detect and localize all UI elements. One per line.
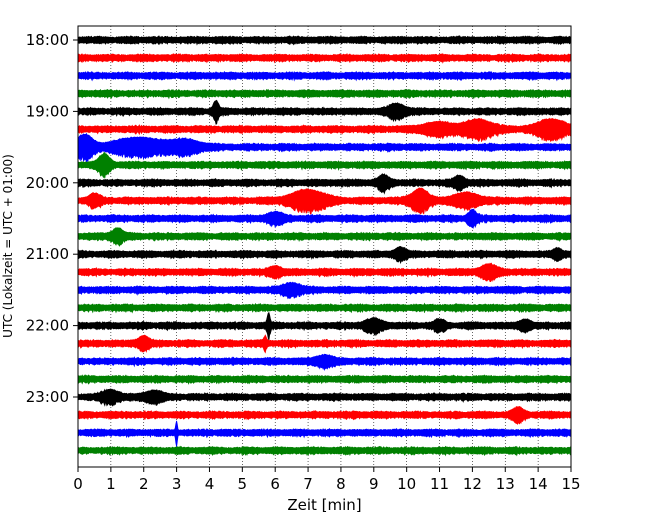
y-tick-label: 18:00 (26, 31, 69, 49)
x-tick-label: 15 (561, 475, 580, 493)
x-tick-label: 13 (496, 475, 515, 493)
x-axis: 0 1 2 3 4 5 6 7 8 9 10 11 12 13 14 15 (73, 467, 581, 493)
x-tick-label: 4 (205, 475, 215, 493)
y-tick-label: 22:00 (26, 317, 69, 335)
y-axis: 18:00 19:00 20:00 21:00 22:00 23:00 (26, 31, 78, 406)
y-tick-label: 23:00 (26, 388, 69, 406)
x-tick-label: 0 (73, 475, 83, 493)
y-axis-label: UTC (Lokalzeit = UTC + 01:00) (1, 154, 15, 338)
plot-frame (77, 25, 572, 468)
x-tick-label: 5 (238, 475, 248, 493)
x-tick-label: 6 (270, 475, 280, 493)
x-tick-label: 10 (397, 475, 416, 493)
x-tick-label: 8 (336, 475, 346, 493)
y-tick-label: 20:00 (26, 174, 69, 192)
x-tick-label: 2 (139, 475, 149, 493)
x-axis-label: Zeit [min] (287, 496, 361, 514)
x-tick-label: 1 (106, 475, 116, 493)
y-tick-label: 21:00 (26, 245, 69, 263)
y-tick-label: 19:00 (26, 102, 69, 120)
x-tick-label: 11 (430, 475, 449, 493)
x-tick-label: 14 (529, 475, 548, 493)
x-tick-label: 9 (369, 475, 379, 493)
x-tick-label: 3 (172, 475, 182, 493)
x-tick-label: 7 (303, 475, 313, 493)
x-tick-label: 12 (463, 475, 482, 493)
